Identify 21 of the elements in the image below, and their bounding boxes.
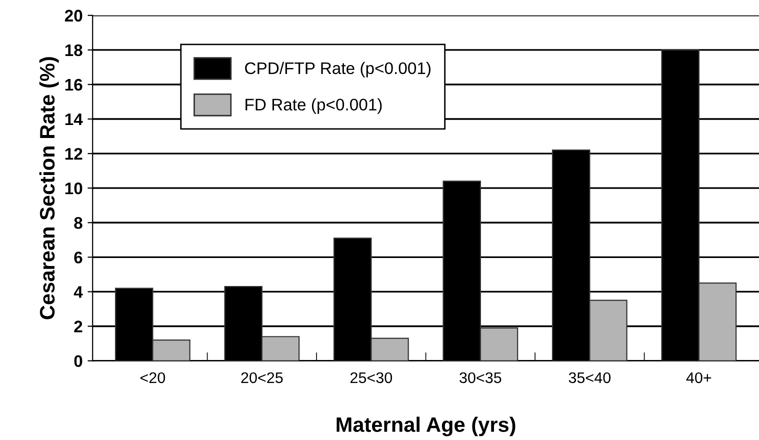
y-tick-label: 14 — [65, 114, 83, 126]
y-tick-label: 12 — [65, 148, 82, 160]
y-tick-label: 2 — [74, 320, 82, 332]
x-tick-label: 25<30 — [350, 372, 392, 384]
x-axis-title: Maternal Age (yrs) — [336, 416, 516, 436]
y-tick-label: 10 — [65, 182, 82, 194]
y-tick-label: 20 — [64, 10, 82, 22]
x-tick-label: <20 — [140, 372, 166, 384]
legend-label: FD Rate (p<0.001) — [246, 98, 382, 114]
y-tick-label: 18 — [65, 44, 82, 56]
y-tick-label: 8 — [74, 217, 82, 229]
y-tick-label: 0 — [74, 355, 82, 368]
x-tick-label: 40+ — [686, 372, 712, 384]
y-tick-label: 16 — [65, 78, 82, 91]
x-tick-label: 20<25 — [241, 372, 283, 384]
legend-label: CPD/FTP Rate (p<0.001) — [245, 62, 430, 78]
x-tick-label: 30<35 — [460, 372, 502, 384]
x-tick-label: 35<40 — [568, 372, 611, 384]
y-axis-title: Cesarean Section Rate (%) — [39, 57, 59, 320]
y-tick-label: 6 — [74, 252, 82, 264]
y-tick-label: 4 — [74, 286, 83, 298]
